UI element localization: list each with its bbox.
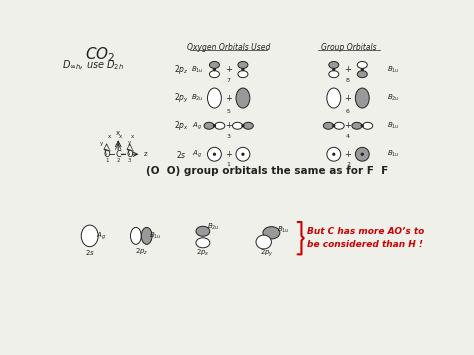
Text: x: x bbox=[108, 134, 110, 139]
Text: Group Orbitals: Group Orbitals bbox=[321, 44, 377, 53]
Circle shape bbox=[213, 125, 215, 127]
Ellipse shape bbox=[196, 238, 210, 248]
Text: x: x bbox=[130, 134, 134, 139]
Ellipse shape bbox=[352, 122, 362, 129]
Text: 6: 6 bbox=[346, 109, 350, 114]
Ellipse shape bbox=[236, 88, 250, 108]
Circle shape bbox=[242, 69, 244, 71]
Ellipse shape bbox=[141, 228, 152, 244]
Text: 1: 1 bbox=[227, 162, 231, 167]
Text: 4: 4 bbox=[346, 134, 350, 139]
Text: (O  O) group orbitals the same as for F  F: (O O) group orbitals the same as for F F bbox=[146, 166, 388, 176]
Text: $A_g$: $A_g$ bbox=[96, 230, 106, 242]
Text: $2p_z$: $2p_z$ bbox=[135, 247, 148, 257]
Text: $B_{1u}$: $B_{1u}$ bbox=[149, 231, 162, 241]
Ellipse shape bbox=[238, 71, 248, 78]
Ellipse shape bbox=[334, 122, 344, 129]
Ellipse shape bbox=[208, 147, 221, 161]
Text: 3: 3 bbox=[227, 134, 231, 139]
Ellipse shape bbox=[329, 71, 339, 78]
Text: 3: 3 bbox=[128, 158, 131, 163]
Text: z: z bbox=[144, 151, 147, 157]
Text: x: x bbox=[116, 130, 120, 136]
Text: 2: 2 bbox=[346, 162, 350, 167]
Text: +: + bbox=[345, 150, 351, 159]
Text: +: + bbox=[345, 93, 351, 103]
Text: $D_{\infty h}$, use $D_{2h}$: $D_{\infty h}$, use $D_{2h}$ bbox=[62, 58, 124, 72]
Ellipse shape bbox=[130, 228, 141, 244]
Text: $2p_x$: $2p_x$ bbox=[174, 119, 189, 132]
Ellipse shape bbox=[323, 122, 333, 129]
Text: x: x bbox=[119, 134, 122, 139]
Text: 2: 2 bbox=[117, 158, 120, 163]
Ellipse shape bbox=[215, 122, 225, 129]
Ellipse shape bbox=[238, 61, 248, 69]
Text: $B_{1u}$: $B_{1u}$ bbox=[387, 65, 400, 75]
Circle shape bbox=[213, 153, 215, 155]
Text: +: + bbox=[345, 65, 351, 74]
Text: $A_g$: $A_g$ bbox=[192, 120, 202, 131]
Ellipse shape bbox=[263, 226, 280, 239]
Circle shape bbox=[333, 125, 335, 127]
Text: +: + bbox=[345, 121, 351, 130]
Text: 7: 7 bbox=[227, 78, 231, 83]
Text: +: + bbox=[225, 65, 232, 74]
Text: +: + bbox=[225, 121, 232, 130]
Text: $2p_y$: $2p_y$ bbox=[260, 248, 273, 260]
Text: $2s$: $2s$ bbox=[176, 149, 187, 160]
Text: +: + bbox=[225, 93, 232, 103]
Text: $B_{2u}$: $B_{2u}$ bbox=[207, 222, 220, 232]
Ellipse shape bbox=[329, 61, 339, 69]
Circle shape bbox=[333, 69, 335, 71]
Text: $2p_x$: $2p_x$ bbox=[196, 248, 210, 258]
Text: But C has more AO’s to
be considered than H !: But C has more AO’s to be considered tha… bbox=[307, 228, 424, 249]
Text: C: C bbox=[115, 150, 121, 159]
Ellipse shape bbox=[243, 122, 253, 129]
Ellipse shape bbox=[208, 88, 221, 108]
Ellipse shape bbox=[357, 71, 367, 78]
Ellipse shape bbox=[233, 122, 243, 129]
Text: 5: 5 bbox=[227, 109, 231, 114]
Text: y: y bbox=[100, 141, 103, 146]
Ellipse shape bbox=[196, 226, 210, 236]
Ellipse shape bbox=[356, 147, 369, 161]
Text: $B_{1u}$: $B_{1u}$ bbox=[387, 121, 400, 131]
Text: $CO_2$: $CO_2$ bbox=[85, 45, 116, 64]
Text: 8: 8 bbox=[346, 78, 350, 83]
Circle shape bbox=[242, 153, 244, 155]
Text: 1: 1 bbox=[105, 158, 109, 163]
Text: $2s$: $2s$ bbox=[85, 247, 95, 257]
Ellipse shape bbox=[363, 122, 373, 129]
Ellipse shape bbox=[81, 225, 98, 247]
Text: $2p_z$: $2p_z$ bbox=[174, 63, 189, 76]
Text: y: y bbox=[128, 140, 131, 145]
Circle shape bbox=[361, 153, 363, 155]
Circle shape bbox=[242, 125, 244, 127]
Ellipse shape bbox=[256, 235, 272, 249]
Ellipse shape bbox=[236, 147, 250, 161]
Ellipse shape bbox=[204, 122, 214, 129]
Text: $B_{1u}$: $B_{1u}$ bbox=[191, 65, 204, 75]
Text: $B_{2u}$: $B_{2u}$ bbox=[191, 93, 204, 103]
Ellipse shape bbox=[210, 61, 219, 69]
Circle shape bbox=[333, 153, 335, 155]
Ellipse shape bbox=[327, 88, 341, 108]
Text: $B_{2u}$: $B_{2u}$ bbox=[387, 93, 400, 103]
Ellipse shape bbox=[356, 88, 369, 108]
Text: $A_g$: $A_g$ bbox=[192, 148, 202, 160]
Text: $2p_y$: $2p_y$ bbox=[174, 92, 189, 105]
Text: Oxygen Orbitals Used: Oxygen Orbitals Used bbox=[187, 44, 270, 53]
Ellipse shape bbox=[327, 147, 341, 161]
Circle shape bbox=[213, 69, 215, 71]
Text: O: O bbox=[127, 150, 133, 159]
Text: +: + bbox=[225, 150, 232, 159]
Text: $B_{1u}$: $B_{1u}$ bbox=[387, 149, 400, 159]
Circle shape bbox=[361, 125, 363, 127]
Text: O: O bbox=[103, 150, 110, 159]
Text: $B_{1u}$: $B_{1u}$ bbox=[277, 225, 290, 235]
Ellipse shape bbox=[357, 61, 367, 69]
Circle shape bbox=[361, 69, 363, 71]
Ellipse shape bbox=[210, 71, 219, 78]
